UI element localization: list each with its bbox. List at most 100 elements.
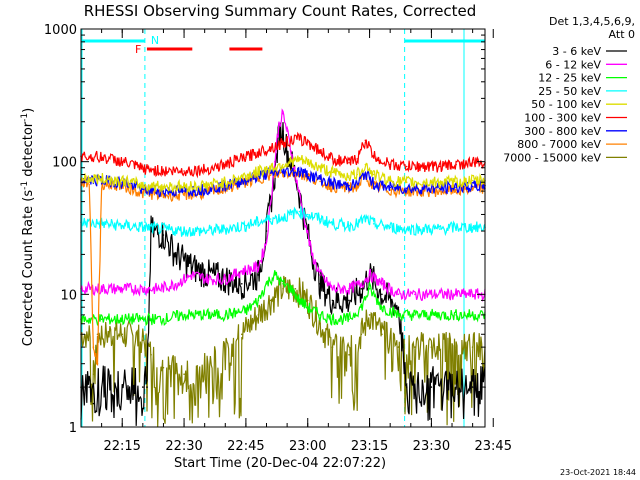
series-point: [183, 194, 185, 196]
series-point: [331, 183, 334, 185]
series-point: [245, 156, 247, 158]
series-point: [121, 288, 123, 290]
series-point: [348, 318, 350, 321]
series-point: [265, 240, 268, 243]
series-point: [203, 314, 206, 316]
series-point: [274, 274, 276, 276]
series-point: [100, 156, 103, 158]
series-point: [319, 314, 321, 316]
series-point: [282, 283, 284, 285]
series-point: [438, 228, 441, 230]
series-point: [414, 314, 416, 316]
series-point: [290, 139, 293, 142]
series-point: [471, 185, 474, 188]
series-point: [241, 333, 243, 336]
series-point: [430, 386, 433, 388]
series-point: [331, 299, 334, 302]
series-point: [405, 386, 408, 388]
series-point: [471, 162, 474, 164]
series-point: [368, 288, 371, 290]
series-3-6-kev: [80, 122, 486, 426]
series-point: [438, 181, 441, 183]
y-axis-label-part: ): [21, 108, 36, 113]
x-tick-label: 23:30: [413, 439, 450, 454]
series-point: [257, 266, 260, 269]
series-point: [162, 234, 165, 236]
series-point: [88, 333, 90, 336]
series-point: [150, 354, 152, 356]
series-point: [368, 314, 371, 316]
series-point: [282, 130, 284, 132]
series-point: [290, 213, 293, 216]
series-point: [142, 226, 144, 229]
series-point: [92, 373, 95, 376]
series-point: [319, 323, 321, 325]
series-point: [290, 150, 293, 152]
series-point: [319, 180, 321, 183]
series-point: [290, 160, 293, 163]
series-point: [121, 318, 123, 321]
night-flag-label: N: [151, 34, 159, 47]
series-point: [269, 166, 272, 169]
series-point: [142, 184, 144, 187]
series-point: [282, 216, 284, 219]
series-line: [80, 122, 486, 426]
series-point: [183, 190, 185, 192]
series-point: [257, 151, 260, 153]
series-point: [331, 171, 334, 174]
legend-label: 7000 - 15000 keV: [503, 151, 601, 164]
series-line: [80, 206, 486, 238]
series-point: [348, 224, 350, 227]
series-25-50-kev: [80, 206, 486, 238]
series-point: [257, 177, 260, 179]
series-point: [224, 228, 227, 230]
y-axis-label-part: detector: [21, 121, 36, 181]
series-point: [241, 270, 243, 272]
series-point: [455, 314, 457, 316]
plot-frame: [80, 28, 486, 428]
series-point: [290, 288, 293, 290]
legend-label: 800 - 7000 keV: [517, 138, 601, 151]
series-point: [224, 314, 227, 316]
series-point: [298, 210, 301, 213]
series-point: [422, 165, 425, 168]
series-point: [278, 123, 280, 126]
x-axis-label: Start Time (20-Dec-04 22:07:22): [174, 456, 386, 471]
series-point: [356, 223, 359, 225]
y-tick-label: 1000: [44, 23, 77, 38]
series-point: [405, 228, 408, 230]
series-point: [183, 373, 185, 376]
series-point: [397, 306, 400, 309]
series-point: [282, 288, 284, 290]
series-point: [306, 299, 309, 302]
series-point: [265, 283, 268, 285]
series-point: [405, 187, 408, 190]
series-point: [203, 188, 206, 190]
series-point: [430, 346, 433, 348]
legend-header: Det 1,3,4,5,6,9,: [549, 15, 635, 28]
series-point: [162, 190, 165, 192]
series-point: [455, 163, 457, 166]
series-point: [158, 288, 161, 290]
series-point: [306, 306, 309, 309]
series-point: [455, 293, 457, 296]
series-point: [100, 318, 103, 321]
series-point: [422, 228, 425, 230]
x-tick-label: 23:45: [475, 439, 512, 454]
legend-label: 6 - 12 keV: [545, 58, 601, 71]
series-point: [319, 274, 321, 276]
series-point: [142, 339, 144, 342]
series-point: [348, 175, 350, 177]
series-point: [348, 184, 350, 187]
series-point: [356, 185, 359, 188]
series-point: [319, 150, 321, 152]
series-line: [80, 168, 486, 367]
series-layer: [80, 108, 486, 427]
series-point: [356, 158, 359, 160]
series-line: [80, 270, 486, 327]
series-point: [203, 230, 206, 232]
series-point: [142, 288, 144, 290]
series-point: [245, 310, 247, 312]
